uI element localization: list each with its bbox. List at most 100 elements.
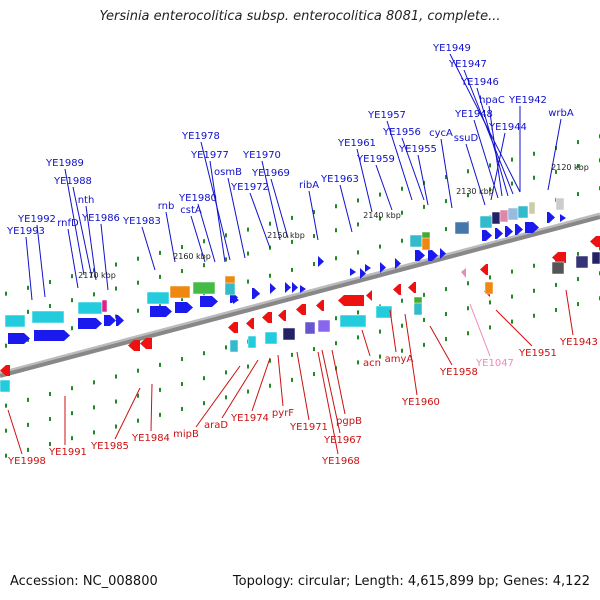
tick-mark (225, 233, 227, 238)
tick-mark (555, 282, 557, 287)
pseudo-gene-arrow (461, 268, 466, 278)
kbp-label: 2170 kbp (78, 271, 116, 280)
gene-label-top: YE1993 (6, 226, 45, 237)
leader-line (488, 105, 503, 197)
leader-line (440, 138, 453, 209)
gene-label-bottom: YE1991 (48, 447, 87, 458)
tick-mark (467, 331, 469, 336)
tick-mark (423, 342, 425, 347)
gene-function-box (4, 314, 26, 328)
tick-mark (137, 368, 139, 373)
tick-mark (49, 392, 51, 397)
tick-mark (423, 204, 425, 209)
tick-mark (379, 192, 381, 197)
tick-mark (159, 250, 161, 255)
gene-function-box (229, 339, 239, 353)
forward-gene-arrow (34, 330, 70, 341)
tick-mark (93, 292, 95, 297)
tick-mark (93, 380, 95, 385)
tick-mark (137, 418, 139, 423)
leader-line (221, 359, 259, 419)
tick-mark (335, 341, 337, 346)
leader-line (150, 383, 153, 432)
tick-mark (313, 347, 315, 352)
tick-mark (27, 422, 29, 427)
tick-mark (225, 345, 227, 350)
tick-mark (203, 239, 205, 244)
gene-function-box (264, 331, 278, 345)
gene-label-top: YE1955 (398, 144, 437, 155)
reverse-gene-arrow (0, 365, 10, 376)
leader-line (114, 387, 141, 440)
tick-mark (467, 193, 469, 198)
gene-function-box (224, 282, 236, 296)
tick-mark (401, 238, 403, 243)
leader-line (404, 313, 418, 396)
reverse-gene-arrow (228, 322, 238, 333)
tick-mark (225, 370, 227, 375)
leader-line (490, 132, 506, 201)
tick-mark (511, 319, 513, 324)
tick-mark (379, 354, 381, 359)
forward-gene-arrow (560, 214, 566, 222)
leader-line (375, 164, 393, 211)
kbp-label: 2140 kbp (363, 211, 401, 220)
tick-mark (71, 298, 73, 303)
tick-mark (27, 397, 29, 402)
tick-mark (445, 337, 447, 342)
gene-function-box (491, 211, 501, 225)
reverse-gene-arrow (552, 252, 566, 263)
leader-line (141, 226, 156, 271)
leader-line (36, 224, 46, 298)
tick-mark (555, 169, 557, 174)
leader-line (72, 186, 93, 279)
reverse-gene-arrow (393, 284, 401, 295)
leader-line (476, 87, 509, 197)
tick-mark (291, 239, 293, 244)
gene-label-top: YE1972 (230, 182, 269, 193)
gene-label-bottom: YE1968 (321, 456, 360, 467)
tick-mark (159, 412, 161, 417)
leader-line (429, 325, 453, 366)
gene-function-box (517, 205, 529, 219)
tick-mark (27, 285, 29, 290)
gene-function-box (409, 234, 423, 248)
leader-line (417, 154, 429, 206)
tick-mark (49, 280, 51, 285)
gene-label-top: wrbA (548, 108, 574, 119)
gene-function-box (575, 255, 589, 269)
gene-function-box (375, 305, 393, 319)
gene-label-top: YE1946 (460, 77, 499, 88)
tick-mark (489, 325, 491, 330)
gene-label-top: YE1961 (337, 138, 376, 149)
tick-mark (577, 164, 579, 169)
tick-mark (247, 251, 249, 256)
tick-mark (159, 302, 161, 307)
forward-gene-arrow (505, 226, 513, 237)
tick-mark (357, 310, 359, 315)
backbone-line (0, 215, 600, 378)
leader-line (386, 120, 413, 201)
tick-mark (357, 222, 359, 227)
leader-line (565, 289, 574, 336)
gene-label-top: YE1948 (454, 109, 493, 120)
tick-mark (5, 428, 7, 433)
forward-gene-arrow (380, 262, 386, 273)
forward-gene-arrow (495, 228, 503, 239)
leader-line (251, 357, 271, 412)
tick-mark (49, 442, 51, 447)
gene-label-top: cstA (180, 205, 202, 216)
reverse-gene-arrow (128, 340, 140, 351)
forward-gene-arrow (360, 268, 366, 279)
tick-mark (93, 405, 95, 410)
tick-mark (423, 292, 425, 297)
genome-backbone (0, 212, 600, 378)
gene-label-bottom: YE1951 (518, 348, 557, 359)
tick-mark (467, 169, 469, 174)
forward-gene-arrow (292, 282, 298, 293)
reverse-gene-arrow (140, 338, 152, 349)
tick-mark (357, 250, 359, 255)
gene-function-box (413, 302, 423, 316)
